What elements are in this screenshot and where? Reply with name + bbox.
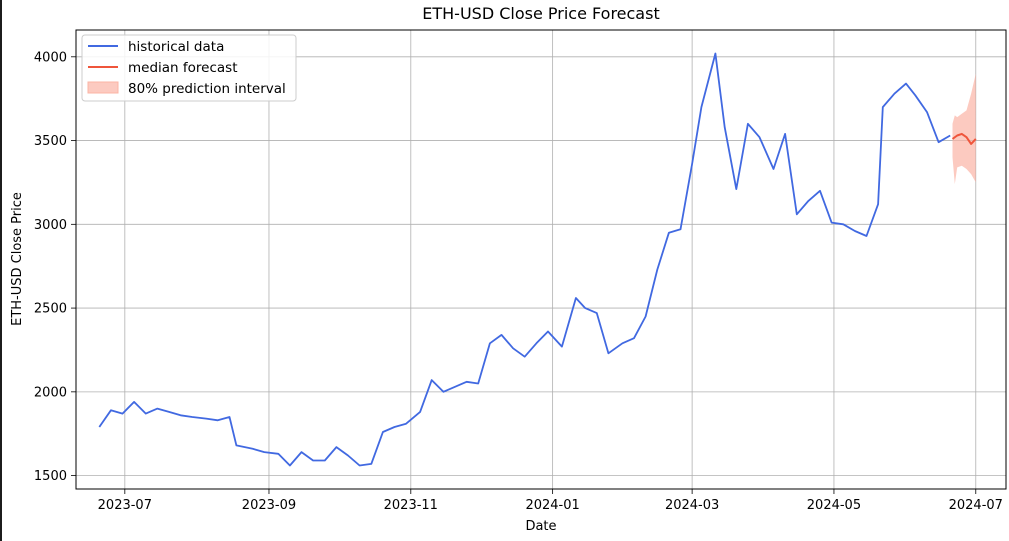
x-tick-label: 2023-09 bbox=[242, 498, 296, 513]
y-axis-label: ETH-USD Close Price bbox=[10, 192, 25, 326]
window-edge bbox=[0, 0, 2, 541]
y-tick-label: 1500 bbox=[34, 469, 67, 484]
legend-historical-label: historical data bbox=[128, 39, 224, 55]
series-median-line bbox=[951, 132, 977, 145]
x-tick-label: 2024-07 bbox=[949, 498, 1003, 513]
x-tick-label: 2023-11 bbox=[384, 498, 438, 513]
y-tick-label: 2000 bbox=[34, 385, 67, 400]
x-tick-label: 2023-07 bbox=[98, 498, 152, 513]
legend: historical data median forecast 80% pred… bbox=[81, 34, 297, 102]
series-historical-line bbox=[98, 52, 951, 467]
y-tick-label: 2500 bbox=[34, 302, 67, 317]
y-tick-label: 3000 bbox=[34, 218, 67, 233]
series-interval-band bbox=[952, 73, 976, 185]
legend-median-label: median forecast bbox=[128, 60, 238, 76]
x-tick-label: 2024-01 bbox=[525, 498, 579, 513]
chart-title: ETH-USD Close Price Forecast bbox=[422, 4, 659, 23]
legend-interval-swatch bbox=[87, 81, 119, 94]
legend-box bbox=[81, 34, 297, 102]
y-tick-label: 3500 bbox=[34, 134, 67, 149]
x-tick-label: 2024-03 bbox=[665, 498, 719, 513]
legend-interval-label: 80% prediction interval bbox=[128, 81, 286, 97]
x-axis-label: Date bbox=[525, 519, 556, 534]
x-tick-label: 2024-05 bbox=[807, 498, 861, 513]
axes-frame bbox=[75, 29, 1007, 490]
ticks: 2023-07 2023-09 2023-11 2024-01 2024-03 2024-… bbox=[34, 50, 1003, 513]
plot-area bbox=[98, 52, 977, 467]
grid bbox=[76, 30, 1006, 489]
y-tick-label: 4000 bbox=[34, 50, 67, 65]
